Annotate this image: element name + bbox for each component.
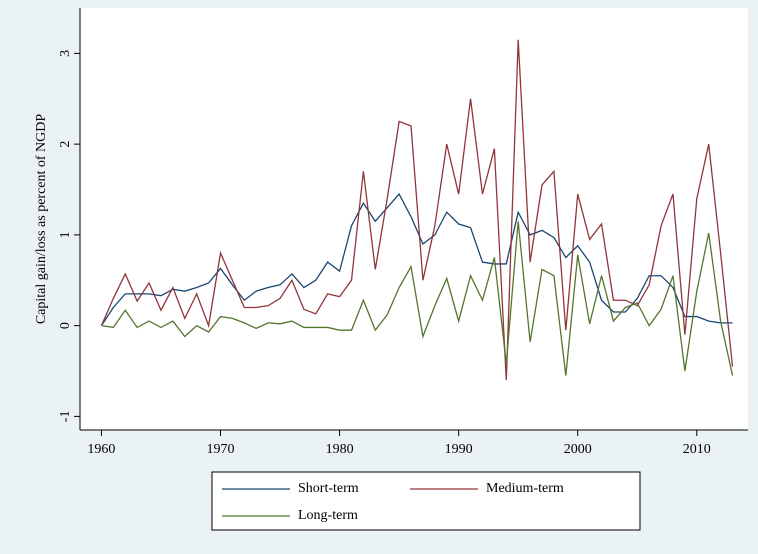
x-tick-label: 2010: [683, 442, 711, 457]
legend-label: Long-term: [298, 508, 358, 523]
series-line: [100, 39, 734, 381]
x-tick-label: 1980: [326, 442, 354, 457]
plot-area: [80, 8, 748, 430]
series-line: [100, 192, 733, 326]
x-tick-label: 1960: [87, 442, 115, 457]
legend-label: Medium-term: [486, 481, 564, 496]
y-axis-title: Capital gain/loss as percent of NGDP: [34, 114, 49, 325]
y-tick-label: 0: [58, 322, 73, 329]
x-tick-label: 1990: [445, 442, 473, 457]
series-line: [101, 221, 734, 376]
y-tick-label: -1: [58, 411, 73, 423]
legend-label: Short-term: [298, 481, 359, 496]
x-tick-label: 1970: [207, 442, 235, 457]
x-tick-label: 2000: [564, 442, 592, 457]
y-tick-label: 1: [58, 231, 73, 238]
legend: [211, 471, 641, 531]
y-tick-label: 3: [58, 50, 73, 57]
y-tick-label: 2: [58, 141, 73, 148]
